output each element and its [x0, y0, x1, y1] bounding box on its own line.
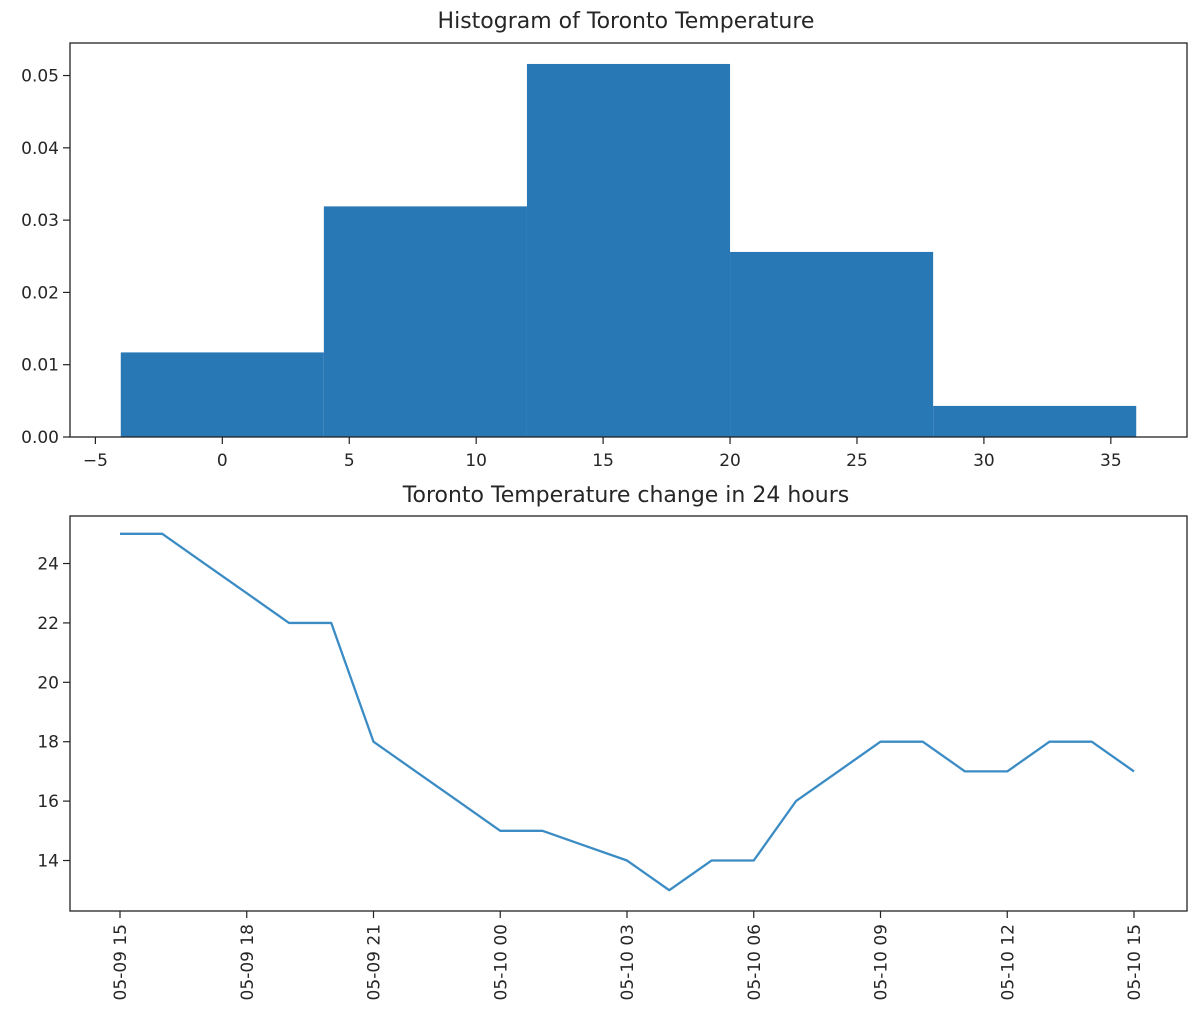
histogram-bar-0	[120, 352, 324, 437]
line-chart-y-tick-label: 16	[37, 792, 59, 812]
histogram-x-tick-label: 30	[973, 451, 995, 471]
histogram-chart: Histogram of Toronto Temperature −5 0 5 10 1…	[21, 9, 1188, 471]
line-chart-y-tick-label: 14	[37, 852, 59, 872]
line-chart-x-tick-label: 05-10 12	[998, 924, 1018, 1000]
histogram-bar-2	[526, 63, 731, 437]
line-chart-x-tick-label: 05-09 21	[365, 924, 385, 1000]
histogram-bars	[120, 63, 1137, 437]
line-chart-y-tick-label: 22	[37, 614, 59, 634]
temperature-series-line	[120, 532, 1135, 892]
histogram-x-tick-label: 15	[592, 451, 614, 471]
histogram-axes-frame	[69, 42, 1188, 438]
histogram-x-tick-label: −5	[83, 451, 108, 471]
histogram-bar-4	[933, 405, 1137, 437]
histogram-x-ticks: −5 0 5 10 15 20 25 30 35	[83, 437, 1122, 471]
histogram-y-tick-label: 0.03	[21, 211, 59, 231]
line-chart-y-ticks: 14 16 18 20 22 24	[37, 555, 70, 872]
line-chart-x-tick-label: 05-10 00	[491, 924, 511, 1000]
histogram-y-tick-label: 0.00	[21, 428, 59, 448]
histogram-y-tick-label: 0.02	[21, 283, 59, 303]
line-chart-y-tick-label: 18	[37, 733, 59, 753]
histogram-x-tick-label: 10	[465, 451, 487, 471]
line-chart-x-tick-label: 05-10 06	[745, 924, 765, 1000]
histogram-y-tick-label: 0.01	[21, 356, 59, 376]
histogram-x-tick-label: 5	[344, 451, 355, 471]
histogram-x-tick-label: 20	[719, 451, 741, 471]
histogram-x-tick-label: 25	[846, 451, 868, 471]
histogram-y-tick-label: 0.05	[21, 67, 59, 87]
histogram-y-ticks: 0.00 0.01 0.02 0.03 0.04 0.05	[21, 67, 70, 448]
histogram-bar-3	[730, 251, 934, 437]
histogram-bar-1	[323, 206, 527, 437]
line-chart-x-tick-label: 05-09 15	[111, 924, 131, 1000]
line-chart-x-tick-label: 05-09 18	[238, 924, 258, 1000]
line-chart-y-tick-label: 24	[37, 555, 59, 575]
histogram-y-tick-label: 0.04	[21, 139, 59, 159]
histogram-x-tick-label: 0	[217, 451, 228, 471]
line-chart-y-tick-label: 20	[37, 673, 59, 693]
line-chart-x-tick-label: 05-10 15	[1125, 924, 1145, 1000]
histogram-title: Histogram of Toronto Temperature	[438, 9, 815, 34]
line-chart-x-ticks: 05-09 15 05-09 18 05-09 21 05-10 00 05-10 03…	[111, 911, 1145, 1000]
line-chart-title: Toronto Temperature change in 24 hours	[402, 483, 849, 508]
line-chart-x-tick-label: 05-10 09	[872, 924, 892, 1000]
line-chart: Toronto Temperature change in 24 hours 0…	[37, 483, 1188, 1000]
line-chart-x-tick-label: 05-10 03	[618, 924, 638, 1000]
histogram-x-tick-label: 35	[1100, 451, 1122, 471]
line-chart-axes-frame	[69, 515, 1188, 912]
